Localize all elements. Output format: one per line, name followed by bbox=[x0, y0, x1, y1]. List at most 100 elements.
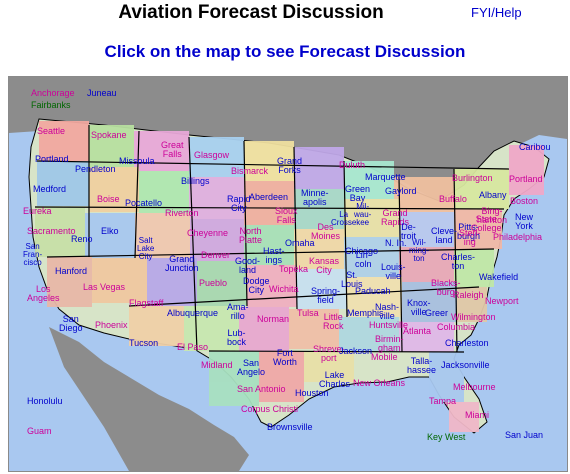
office-label-elko[interactable]: Elko bbox=[101, 226, 119, 236]
office-label-atlanta[interactable]: Atlanta bbox=[403, 326, 432, 336]
office-label-buffalo[interactable]: Buffalo bbox=[439, 194, 467, 204]
office-label-guam[interactable]: Guam bbox=[27, 426, 52, 436]
office-label-pittsburgh[interactable]: Pitts- burgh bbox=[457, 222, 481, 241]
office-label-wilmington-nc[interactable]: Wilmington bbox=[451, 312, 496, 322]
office-label-knoxville[interactable]: Knox- ville bbox=[407, 298, 431, 317]
office-label-omaha[interactable]: Omaha bbox=[285, 238, 315, 248]
office-label-lincoln[interactable]: Lin- coln bbox=[355, 250, 372, 269]
office-label-medford[interactable]: Medford bbox=[33, 184, 67, 194]
office-label-st-louis[interactable]: St. Louis bbox=[341, 270, 363, 289]
office-label-missoula[interactable]: Missoula bbox=[119, 156, 155, 166]
office-label-corpus-christi[interactable]: Corpus Christi bbox=[241, 404, 299, 414]
office-label-north-platte[interactable]: North Platte bbox=[239, 226, 263, 245]
office-label-flagstaff[interactable]: Flagstaff bbox=[129, 298, 164, 308]
office-label-reno[interactable]: Reno bbox=[71, 234, 93, 244]
office-label-raleigh[interactable]: Raleigh bbox=[453, 290, 484, 300]
office-label-little-rock[interactable]: Little Rock bbox=[323, 312, 344, 331]
office-label-birmingham[interactable]: Birmin- gham bbox=[375, 334, 404, 353]
office-label-san-diego[interactable]: San Diego bbox=[59, 314, 83, 333]
office-label-cleveland[interactable]: Cleve- land bbox=[431, 226, 458, 245]
office-label-cheyenne[interactable]: Cheyenne bbox=[187, 228, 229, 238]
office-label-hanford[interactable]: Hanford bbox=[55, 266, 88, 276]
office-label-wakefield[interactable]: Wakefield bbox=[479, 272, 519, 282]
office-label-des-moines[interactable]: Des Moines bbox=[311, 222, 341, 241]
office-label-las-vegas[interactable]: Las Vegas bbox=[83, 282, 126, 292]
office-label-grand-rapids[interactable]: Grand Rapids bbox=[381, 208, 410, 227]
office-label-grand-junction[interactable]: Grand Junction bbox=[165, 254, 199, 273]
office-label-charleston-sc[interactable]: Charleston bbox=[445, 338, 489, 348]
office-label-paducah[interactable]: Paducah bbox=[355, 286, 391, 296]
office-label-norman[interactable]: Norman bbox=[257, 314, 290, 324]
office-label-spokane[interactable]: Spokane bbox=[91, 130, 127, 140]
office-label-jacksonville[interactable]: Jacksonville bbox=[441, 360, 490, 370]
office-label-greer[interactable]: Greer bbox=[425, 308, 449, 318]
office-label-boston[interactable]: Boston bbox=[510, 196, 539, 206]
office-label-shreveport[interactable]: Shreve- port bbox=[313, 344, 345, 363]
office-label-san-angelo[interactable]: San Angelo bbox=[237, 358, 266, 377]
office-label-newport[interactable]: Newport bbox=[485, 296, 519, 306]
office-label-phoenix[interactable]: Phoenix bbox=[95, 320, 128, 330]
office-label-riverton[interactable]: Riverton bbox=[165, 208, 199, 218]
office-label-san-juan[interactable]: San Juan bbox=[505, 430, 544, 440]
office-label-dodge-city[interactable]: Dodge City bbox=[243, 276, 270, 295]
office-label-great-falls[interactable]: Great Falls bbox=[161, 140, 184, 159]
office-label-tallahassee[interactable]: Talla- hassee bbox=[407, 356, 437, 375]
office-label-nashville[interactable]: Nash- ville bbox=[375, 302, 400, 321]
office-label-louisville[interactable]: Louis- ville bbox=[381, 262, 406, 281]
office-label-seattle[interactable]: Seattle bbox=[37, 126, 66, 136]
office-label-rapid-city[interactable]: Rapid City bbox=[227, 194, 251, 213]
office-label-melbourne[interactable]: Melbourne bbox=[453, 382, 496, 392]
office-label-memphis[interactable]: Memphis bbox=[347, 308, 384, 318]
office-label-philadelphia[interactable]: Philadelphia bbox=[493, 232, 543, 242]
office-label-key-west[interactable]: Key West bbox=[427, 432, 466, 442]
forecast-office-map[interactable]: Anchorage Juneau Fairbanks Seattle Spokane Gr… bbox=[8, 76, 568, 472]
office-label-pocatello[interactable]: Pocatello bbox=[125, 198, 163, 208]
office-label-northern-indiana[interactable]: N. In. bbox=[385, 238, 407, 248]
office-label-charleston-wv[interactable]: Charles- ton bbox=[441, 252, 476, 271]
office-label-anchorage[interactable]: Anchorage bbox=[31, 88, 75, 98]
office-label-glasgow[interactable]: Glasgow bbox=[194, 150, 230, 160]
office-label-albuquerque[interactable]: Albuquerque bbox=[167, 308, 219, 318]
office-label-mobile[interactable]: Mobile bbox=[371, 352, 398, 362]
office-label-midland[interactable]: Midland bbox=[201, 360, 233, 370]
office-label-brownsville[interactable]: Brownsville bbox=[267, 422, 313, 432]
office-label-salt-lake-city[interactable]: Salt Lake City bbox=[137, 236, 155, 261]
office-label-el-paso[interactable]: El Paso bbox=[177, 342, 209, 352]
office-label-san-antonio[interactable]: San Antonio bbox=[237, 384, 286, 394]
office-label-pueblo[interactable]: Pueblo bbox=[199, 278, 228, 288]
office-label-miami[interactable]: Miami bbox=[465, 410, 489, 420]
office-label-sterling[interactable]: Sterl- ing bbox=[459, 228, 481, 247]
office-label-hastings[interactable]: Hast- ings bbox=[263, 246, 285, 265]
office-label-springfield[interactable]: Spring- field bbox=[311, 286, 341, 305]
office-label-la-crosse[interactable]: La Crosse bbox=[331, 210, 357, 227]
office-label-new-orleans[interactable]: New Orleans bbox=[353, 378, 406, 388]
office-label-wilmington-oh[interactable]: Wil- ming- ton bbox=[409, 238, 430, 263]
office-label-burlington[interactable]: Burlington bbox=[452, 173, 493, 183]
office-label-fort-worth[interactable]: Fort Worth bbox=[273, 348, 297, 367]
office-label-sioux-falls[interactable]: Sioux Falls bbox=[275, 206, 298, 225]
office-label-gaylord[interactable]: Gaylord bbox=[385, 186, 417, 196]
office-label-eureka[interactable]: Eureka bbox=[23, 206, 52, 216]
office-label-blacksburg[interactable]: Blacks- burg bbox=[431, 278, 461, 297]
office-label-binghamton[interactable]: Bing- hamton bbox=[477, 206, 508, 225]
office-label-tucson[interactable]: Tucson bbox=[129, 338, 159, 348]
office-label-green-bay[interactable]: Green Bay bbox=[345, 184, 371, 203]
office-label-topeka[interactable]: Topeka bbox=[279, 264, 309, 274]
office-label-san-francisco[interactable]: San Fran- cisco bbox=[23, 242, 43, 267]
office-label-portland-me[interactable]: Portland bbox=[509, 174, 543, 184]
office-label-jackson[interactable]: Jackson bbox=[339, 346, 373, 356]
office-label-lubbock[interactable]: Lub- bock bbox=[227, 328, 247, 347]
office-label-amarillo[interactable]: Ama- rillo bbox=[227, 302, 249, 321]
office-label-houston[interactable]: Houston bbox=[295, 388, 329, 398]
office-label-denver[interactable]: Denver bbox=[201, 250, 231, 260]
office-label-los-angeles[interactable]: Los Angeles bbox=[27, 284, 60, 303]
office-label-sacramento[interactable]: Sacramento bbox=[27, 226, 76, 236]
office-label-billings[interactable]: Billings bbox=[181, 176, 210, 186]
office-label-chicago[interactable]: Chicago bbox=[345, 246, 379, 256]
office-label-detroit[interactable]: De- troit bbox=[401, 222, 417, 241]
office-label-huntsville[interactable]: Huntsville bbox=[369, 320, 409, 330]
office-label-tampa[interactable]: Tampa bbox=[429, 396, 457, 406]
office-label-caribou[interactable]: Caribou bbox=[519, 142, 551, 152]
office-label-boise[interactable]: Boise bbox=[97, 194, 120, 204]
office-label-duluth[interactable]: Duluth bbox=[339, 160, 366, 170]
